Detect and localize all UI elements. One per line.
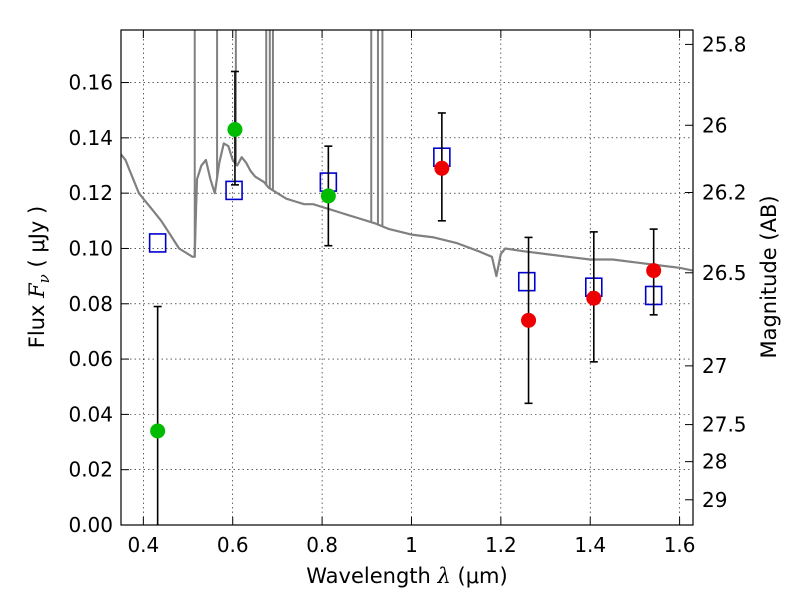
model-flux-square [225,180,243,201]
x-tick-label: 1.2 [485,533,517,557]
mag-tick-label: 26.2 [702,181,747,205]
grid-lines [121,30,693,526]
observed-flux-point [434,160,450,176]
mag-tick-label: 28 [702,450,727,474]
y-axis-title-units: ( μJy ) [25,206,49,274]
x-axis-title-symbol: λ [437,564,451,588]
y-tick-label: 0.10 [68,236,113,260]
observed-flux-point [150,423,166,439]
spectrum-line [121,142,693,278]
y-tick-label: 0.02 [68,458,113,482]
x-tick-label: 1.4 [574,533,606,557]
x-tick-label: 0.8 [306,533,338,557]
y2-axis-title: Magnitude (AB) [757,195,781,358]
y-tick-label: 0.12 [68,181,113,205]
x-axis-title: Wavelength λ (μm) [306,564,507,588]
y-tick-label: 0.06 [68,347,113,371]
observed-flux-point [586,290,602,306]
observed-flux-point [521,312,537,328]
mag-tick-label: 27 [702,354,727,378]
x-tick-label: 0.4 [127,533,159,557]
mag-tick-label: 29 [702,488,727,512]
observed-flux-point [227,122,243,138]
observed-flux-point [320,188,336,204]
model-flux-square [517,271,536,292]
y-tick-label: 0.04 [68,402,113,426]
y-tick-label: 0.08 [68,292,113,316]
y-tick-label: 0.00 [68,513,113,537]
y-axis-title-symbol: F [25,282,49,299]
x-tick-label: 0.6 [217,533,249,557]
x-axis-title-units: (μm) [451,564,508,588]
mag-tick-label: 26.5 [702,261,747,285]
data-markers [148,70,663,525]
observed-flux-point [646,263,662,279]
mag-tick-label: 27.5 [702,413,747,437]
x-tick-label: 1.6 [664,533,696,557]
plot-area [121,30,693,278]
x-tick-label: 1 [405,533,418,557]
model-flux-square [148,233,167,253]
y-axis-title: Flux Fν ( μJy ) [25,206,53,348]
x-axis-title-prefix: Wavelength [306,564,437,588]
mag-tick-label: 26 [702,113,727,137]
axes: 0.4 0.6 0.8 1 1.2 1.4 1.6 0.00 0.02 0.04 0.06 0.08 0… [68,30,747,557]
y-axis-title-subscript: ν [35,274,53,283]
plot-frame [120,29,694,526]
y-tick-label: 0.14 [68,126,113,150]
y-tick-label: 0.16 [68,71,113,95]
y-axis-title-prefix: Flux [25,298,49,348]
mag-tick-label: 25.8 [702,32,747,56]
